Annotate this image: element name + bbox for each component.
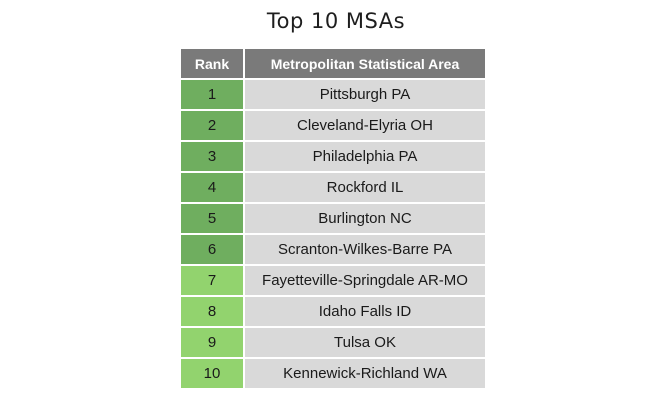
- area-cell: Burlington NC: [245, 204, 485, 233]
- page-title: Top 10 MSAs: [266, 9, 406, 33]
- rank-cell: 4: [181, 173, 243, 202]
- table-row: 8 Idaho Falls ID: [181, 297, 485, 326]
- rank-cell: 6: [181, 235, 243, 264]
- table-row: 2 Cleveland-Elyria OH: [181, 111, 485, 140]
- msa-table: Rank Metropolitan Statistical Area 1 Pitt…: [179, 47, 487, 390]
- area-cell: Pittsburgh PA: [245, 80, 485, 109]
- area-cell: Tulsa OK: [245, 328, 485, 357]
- area-cell: Cleveland-Elyria OH: [245, 111, 485, 140]
- rank-header: Rank: [181, 49, 243, 78]
- rank-cell: 2: [181, 111, 243, 140]
- rank-cell: 5: [181, 204, 243, 233]
- rank-cell: 7: [181, 266, 243, 295]
- area-cell: Idaho Falls ID: [245, 297, 485, 326]
- rank-cell: 9: [181, 328, 243, 357]
- area-cell: Philadelphia PA: [245, 142, 485, 171]
- area-header: Metropolitan Statistical Area: [245, 49, 485, 78]
- table-row: 7 Fayetteville-Springdale AR-MO: [181, 266, 485, 295]
- table-row: 9 Tulsa OK: [181, 328, 485, 357]
- area-cell: Fayetteville-Springdale AR-MO: [245, 266, 485, 295]
- table-row: 6 Scranton-Wilkes-Barre PA: [181, 235, 485, 264]
- table-body: 1 Pittsburgh PA 2 Cleveland-Elyria OH 3 Phila…: [181, 80, 485, 388]
- table-row: 5 Burlington NC: [181, 204, 485, 233]
- rank-cell: 10: [181, 359, 243, 388]
- rank-cell: 3: [181, 142, 243, 171]
- area-cell: Kennewick-Richland WA: [245, 359, 485, 388]
- rank-cell: 8: [181, 297, 243, 326]
- table-row: 1 Pittsburgh PA: [181, 80, 485, 109]
- area-cell: Scranton-Wilkes-Barre PA: [245, 235, 485, 264]
- area-cell: Rockford IL: [245, 173, 485, 202]
- table-row: 4 Rockford IL: [181, 173, 485, 202]
- table-row: 10 Kennewick-Richland WA: [181, 359, 485, 388]
- rank-cell: 1: [181, 80, 243, 109]
- table-header-row: Rank Metropolitan Statistical Area: [181, 49, 485, 78]
- table-row: 3 Philadelphia PA: [181, 142, 485, 171]
